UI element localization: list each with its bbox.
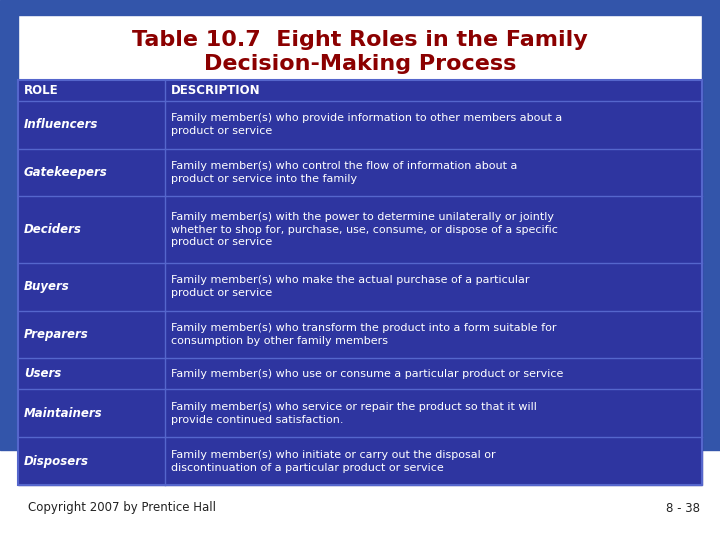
Bar (0, 0, 720, 15)
Text: Family member(s) who service or repair the product so that it will
provide conti: Family member(s) who service or repair t… (171, 402, 537, 425)
Bar (18, 80, 702, 485)
Text: Preparers: Preparers (24, 328, 89, 341)
Text: Family member(s) who initiate or carry out the disposal or
discontinuation of a : Family member(s) who initiate or carry o… (171, 450, 495, 472)
Text: Disposers: Disposers (24, 455, 89, 468)
Text: Maintainers: Maintainers (24, 407, 103, 420)
Text: 8 - 38: 8 - 38 (666, 502, 700, 515)
Bar (702, 5, 720, 450)
Text: Users: Users (24, 367, 61, 380)
Text: Family member(s) who transform the product into a form suitable for
consumption : Family member(s) who transform the produ… (171, 323, 557, 346)
Text: Gatekeepers: Gatekeepers (24, 166, 108, 179)
Text: Family member(s) who use or consume a particular product or service: Family member(s) who use or consume a pa… (171, 369, 563, 379)
Text: Influencers: Influencers (24, 118, 99, 131)
Text: ROLE: ROLE (24, 84, 58, 97)
Text: Family member(s) with the power to determine unilaterally or jointly
whether to : Family member(s) with the power to deter… (171, 212, 558, 247)
Text: Buyers: Buyers (24, 280, 70, 293)
Bar (18, 80, 702, 485)
Text: Family member(s) who make the actual purchase of a particular
product or service: Family member(s) who make the actual pur… (171, 275, 529, 298)
Text: Copyright 2007 by Prentice Hall: Copyright 2007 by Prentice Hall (28, 502, 216, 515)
Text: Family member(s) who provide information to other members about a
product or ser: Family member(s) who provide information… (171, 113, 562, 136)
Text: Table 10.7  Eight Roles in the Family: Table 10.7 Eight Roles in the Family (132, 30, 588, 50)
Text: Deciders: Deciders (24, 223, 82, 236)
Bar (0, 5, 18, 450)
Text: Family member(s) who control the flow of information about a
product or service : Family member(s) who control the flow of… (171, 161, 518, 184)
Text: DESCRIPTION: DESCRIPTION (171, 84, 261, 97)
Text: Decision-Making Process: Decision-Making Process (204, 54, 516, 74)
